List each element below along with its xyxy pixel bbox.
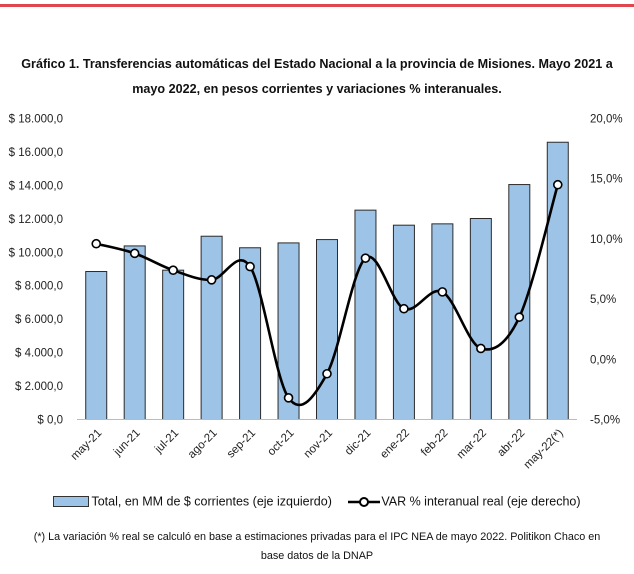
bar-feb-22	[431, 223, 454, 420]
bar-nov-21	[316, 239, 338, 420]
chart: $ 0,0 $ 2.000,0 $ 4.000,0 $ 6.000,0 $ 8.000,…	[9, 114, 623, 472]
bar-oct-21	[277, 242, 300, 420]
right-tick-label: 0,0%	[590, 354, 616, 366]
var-point-ago-21	[206, 275, 217, 285]
right-tick-label: -5,0%	[590, 415, 620, 427]
left-tick-label: $ 0,0	[37, 415, 63, 427]
header-rule	[0, 4, 634, 7]
bar-dic-21	[354, 209, 377, 420]
bar-jul-21	[162, 269, 185, 420]
right-tick-label: 5,0%	[590, 294, 616, 306]
x-tick-label: abr-22	[495, 427, 527, 459]
x-tick-label: ene-22	[378, 427, 412, 461]
footnote: (*) La variación % real se calculó en ba…	[0, 528, 634, 566]
left-tick-label: $ 12.000,0	[9, 214, 63, 226]
var-point-abr-22	[514, 312, 525, 322]
right-tick-label: 10,0%	[590, 234, 623, 246]
var-point-sep-21	[245, 261, 255, 272]
legend-line-swatch	[348, 496, 381, 507]
bar-mar-22	[469, 217, 492, 420]
left-tick-label: $ 14.000,0	[9, 180, 63, 192]
bar-ago-21	[200, 235, 223, 420]
var-point-feb-22	[437, 287, 448, 297]
bar-may-21	[85, 271, 108, 420]
bar-jun-21	[123, 245, 146, 420]
left-tick-label: $ 10.000,0	[9, 247, 63, 259]
x-tick-label: jul-21	[152, 427, 181, 456]
var-point-may-21	[91, 238, 102, 249]
left-tick-label: $ 4.000,0	[15, 348, 63, 360]
x-tick-label: nov-21	[302, 427, 335, 460]
legend: Total, en MM de $ corrientes (eje izquie…	[0, 494, 634, 509]
x-tick-label: may-21	[69, 427, 105, 463]
legend-bar-swatch	[53, 496, 90, 508]
right-tick-label: 15,0%	[590, 174, 623, 186]
chart-title-line-1: Gráfico 1. Transferencias automáticas de…	[21, 57, 613, 71]
x-tick-label: sep-21	[225, 427, 258, 460]
chart-title: Gráfico 1. Transferencias automáticas de…	[0, 52, 634, 102]
bar-ene-22	[392, 224, 415, 420]
var-point-jun-21	[129, 248, 140, 259]
var-point-mar-22	[476, 343, 486, 354]
x-tick-label: feb-22	[419, 427, 451, 459]
var-point-nov-21	[322, 368, 332, 379]
left-tick-label: $ 18.000,0	[9, 114, 63, 126]
x-tick-label: oct-21	[266, 427, 297, 458]
x-tick-label: mar-22	[455, 427, 489, 461]
var-point-ene-22	[399, 303, 409, 314]
chart-title-line-2: mayo 2022, en pesos corrientes y variaci…	[132, 82, 502, 96]
left-tick-label: $ 8.000,0	[15, 281, 63, 293]
var-point-dic-21	[360, 253, 371, 263]
footnote-line-2: base datos de la DNAP	[260, 550, 374, 562]
bar-sep-21	[239, 247, 262, 420]
right-tick-label: 20,0%	[590, 114, 623, 126]
x-tick-label: may-22(*)	[522, 427, 566, 471]
footnote-line-1: (*) La variación % real se calculó en ba…	[33, 531, 601, 543]
x-tick-label: ago-21	[186, 427, 220, 461]
legend-bar-label: Total, en MM de $ corrientes (eje izquie…	[91, 494, 332, 509]
x-tick-label: dic-21	[343, 427, 374, 458]
left-tick-label: $ 2.000,0	[15, 381, 63, 393]
legend-line-label: VAR % interanual real (eje derecho)	[381, 494, 581, 509]
bar-abr-22	[508, 184, 531, 420]
x-tick-label: jun-21	[111, 427, 143, 459]
left-tick-label: $ 16.000,0	[9, 147, 63, 159]
var-point-jul-21	[168, 265, 178, 276]
var-point-may-22(*)	[552, 179, 563, 190]
var-point-oct-21	[283, 393, 294, 403]
left-tick-label: $ 6.000,0	[15, 314, 63, 326]
